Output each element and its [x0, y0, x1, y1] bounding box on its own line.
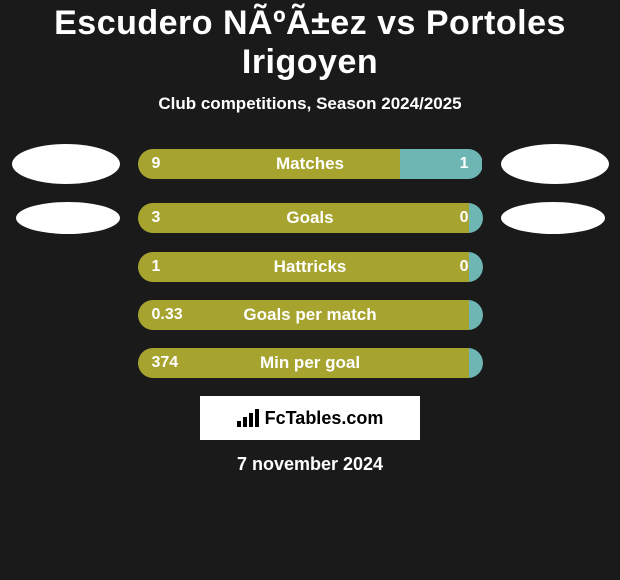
stat-bar: 30Goals [138, 203, 483, 233]
stat-label: Hattricks [274, 257, 347, 277]
stat-bar: 0.33Goals per match [138, 300, 483, 330]
player-right-avatar [501, 144, 609, 184]
stat-right-value: 1 [400, 149, 483, 179]
snapshot-date: 7 november 2024 [0, 454, 620, 475]
stat-row: 91 Matches [0, 144, 620, 184]
stat-label: Goals per match [243, 305, 376, 325]
player-left-avatar [12, 144, 120, 184]
stat-bar: 374Min per goal [138, 348, 483, 378]
stat-left-value: 9 [138, 149, 400, 179]
stat-row: 0.33Goals per match [0, 300, 620, 330]
stat-bar: 10Hattricks [138, 252, 483, 282]
stat-row: 374Min per goal [0, 348, 620, 378]
logo-text: FcTables.com [265, 408, 384, 429]
stat-right-value: 0 [469, 203, 483, 233]
player-right-avatar [501, 202, 605, 234]
stat-row: 30Goals [0, 202, 620, 234]
stat-label: Goals [286, 208, 333, 228]
player-left-avatar [16, 202, 120, 234]
stat-right-value [469, 300, 483, 330]
stat-label: Matches [276, 154, 344, 174]
stat-row: 10Hattricks [0, 252, 620, 282]
chart-icon [237, 409, 259, 427]
stat-right-value [469, 348, 483, 378]
stat-right-value: 0 [469, 252, 483, 282]
page-subtitle: Club competitions, Season 2024/2025 [0, 94, 620, 114]
fctables-logo: FcTables.com [200, 396, 420, 440]
stat-bar: 91 Matches [138, 149, 483, 179]
stat-label: Min per goal [260, 353, 360, 373]
page-title: Escudero NÃºÃ±ez vs Portoles Irigoyen [0, 4, 620, 82]
